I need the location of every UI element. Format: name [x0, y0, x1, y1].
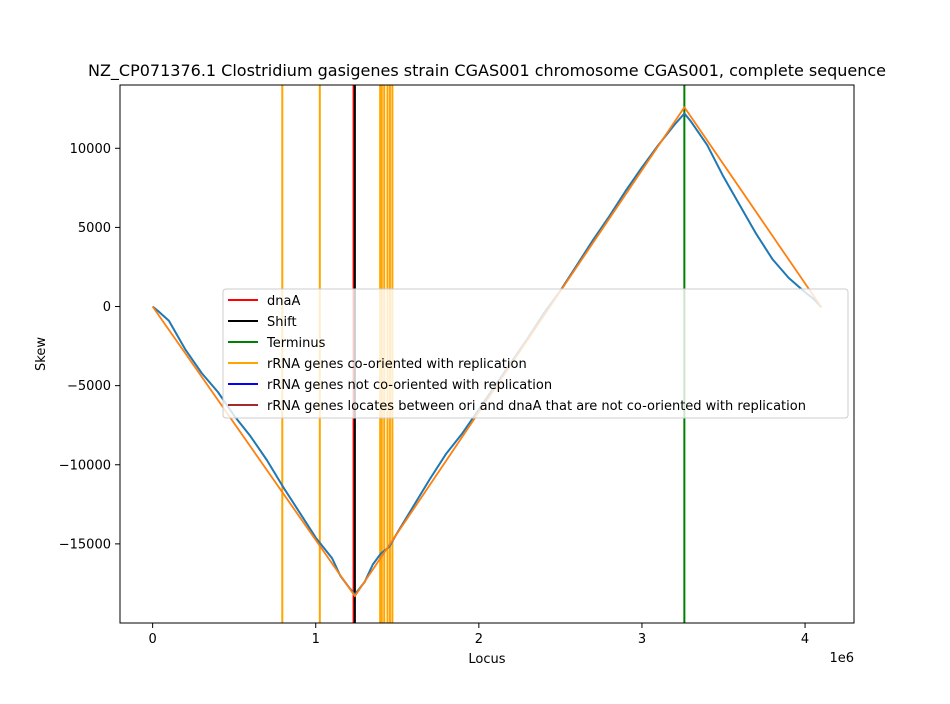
- x-axis: 0 1 2 3 4: [148, 623, 809, 647]
- y-axis-label: Skew: [34, 337, 49, 371]
- legend-entry: Terminus: [228, 336, 326, 351]
- x-tick-label: 2: [475, 632, 483, 647]
- x-tick-label: 3: [638, 632, 646, 647]
- legend-entry: rRNA genes locates between ori and dnaA …: [228, 399, 806, 414]
- y-tick-label: 0: [103, 300, 111, 315]
- legend-label: Shift: [267, 315, 297, 330]
- x-tick-label: 4: [801, 632, 809, 647]
- x-axis-offset-label: 1e6: [829, 651, 854, 666]
- legend-entry: rRNA genes co-oriented with replication: [228, 357, 527, 372]
- legend-label: dnaA: [267, 294, 300, 309]
- x-axis-label: Locus: [468, 652, 505, 667]
- legend-entry: dnaA: [228, 294, 300, 309]
- legend-label: rRNA genes co-oriented with replication: [267, 357, 527, 372]
- plot-frame: [119, 84, 855, 624]
- legend-entry: rRNA genes not co-oriented with replicat…: [228, 378, 552, 393]
- y-axis: −15000 −10000 −5000 0 5000 10000: [59, 142, 120, 552]
- legend-label: Terminus: [266, 336, 326, 351]
- y-tick-label: 5000: [78, 221, 111, 236]
- legend-label: rRNA genes not co-oriented with replicat…: [267, 378, 552, 393]
- x-tick-label: 0: [148, 632, 156, 647]
- x-tick-label: 1: [312, 632, 320, 647]
- series-line-0: [151, 112, 823, 596]
- legend: dnaA Shift Terminus rRNA genes co-oriented …: [222, 288, 849, 419]
- chart-title: NZ_CP071376.1 Clostridium gasigenes stra…: [88, 61, 886, 81]
- y-tick-label: −5000: [67, 379, 111, 394]
- legend-label: rRNA genes locates between ori and dnaA …: [267, 399, 806, 414]
- legend-entry: Shift: [228, 315, 297, 330]
- y-tick-label: −15000: [59, 537, 111, 552]
- y-tick-label: 10000: [70, 142, 111, 157]
- y-tick-label: −10000: [59, 458, 111, 473]
- legend-box: [222, 288, 849, 419]
